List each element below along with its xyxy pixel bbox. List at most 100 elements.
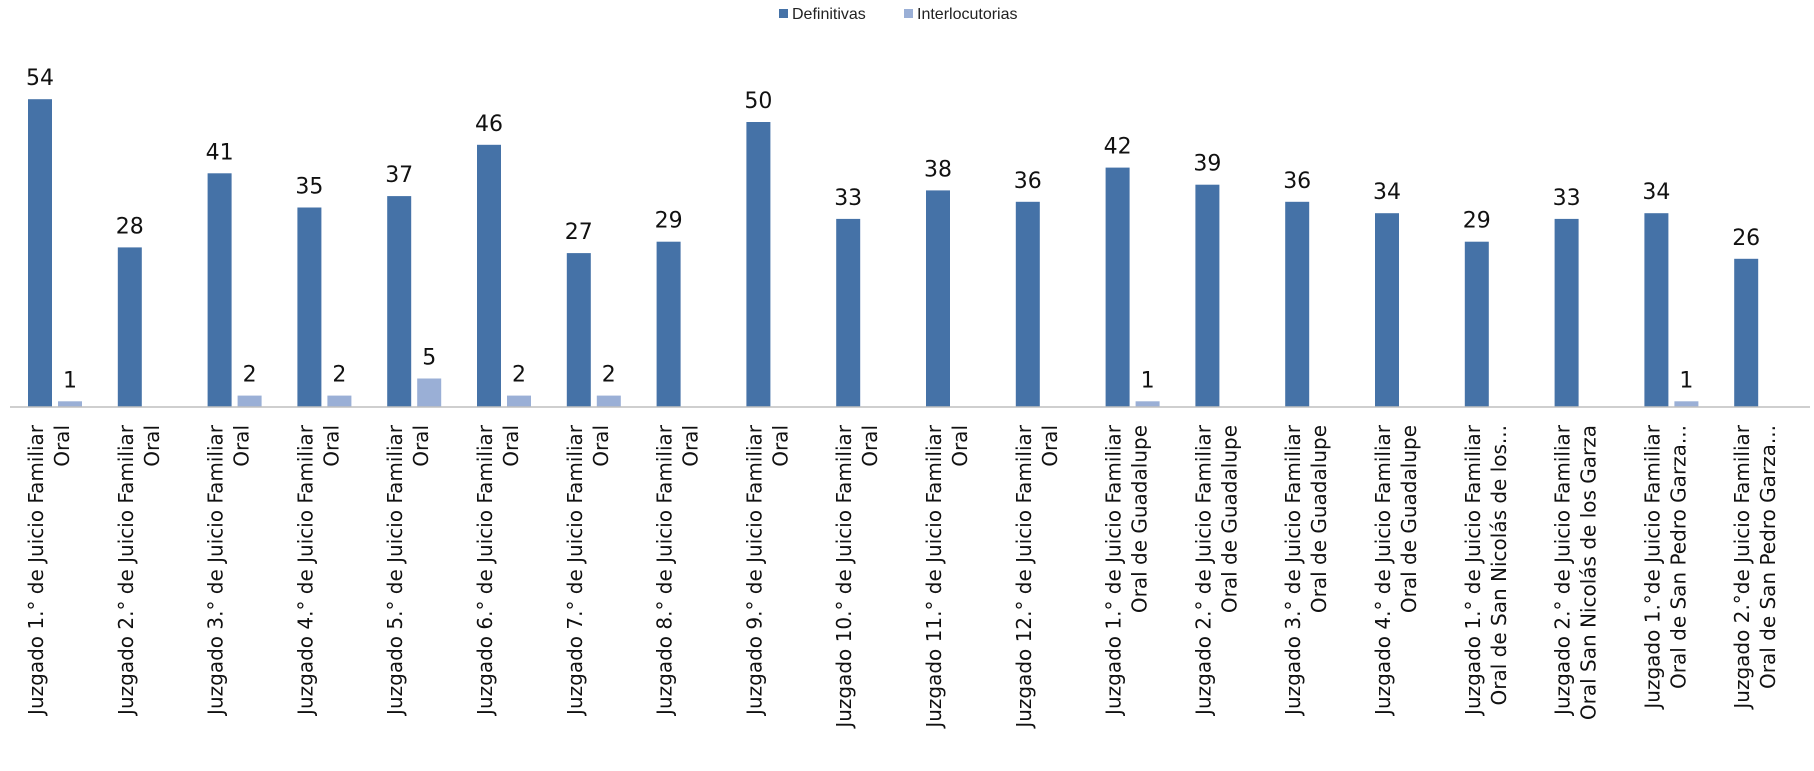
category-label-18-line-1: Juzgado 2.° de Juicio Familiar bbox=[1551, 424, 1575, 717]
bar-definitivas-11-label: 38 bbox=[924, 157, 952, 182]
category-label-6-line-1: Juzgado 6.° de Juicio Familiar bbox=[473, 424, 497, 717]
bar-definitivas-18-label: 33 bbox=[1553, 186, 1581, 211]
category-label-7-line-1: Juzgado 7.° de Juicio Familiar bbox=[563, 424, 587, 717]
legend-label-interlocutorias: Interlocutorias bbox=[917, 6, 1018, 23]
category-label-14-line-1: Juzgado 2.° de Juicio Familiar bbox=[1191, 424, 1215, 717]
category-label-14: Juzgado 2.° de Juicio Familiar Oral de Gu… bbox=[1191, 424, 1241, 717]
category-label-12-line-1: Juzgado 12.° de Juicio Familiar bbox=[1012, 424, 1036, 729]
bar-definitivas-18 bbox=[1554, 218, 1579, 407]
bar-definitivas-19 bbox=[1644, 213, 1669, 407]
bar-definitivas-1 bbox=[28, 99, 52, 407]
bar-definitivas-6-label: 46 bbox=[475, 112, 503, 137]
category-label-2-line-1: Juzgado 2.° de Juicio Familiar bbox=[114, 424, 138, 717]
category-label-18-line-2: Oral San Nicolás de los Garza bbox=[1577, 425, 1601, 720]
bar-interlocutorias-1-label: 1 bbox=[63, 368, 77, 393]
category-label-19-line-1: Juzgado 1.°de Juicio Familiar bbox=[1640, 424, 1664, 710]
category-label-5: Juzgado 5.° de Juicio Familiar Oral bbox=[383, 424, 433, 717]
bar-definitivas-4-label: 35 bbox=[295, 175, 323, 200]
bar-definitivas-20-label: 26 bbox=[1732, 226, 1760, 251]
legend-swatch-interlocutorias bbox=[904, 9, 913, 18]
category-label-8-line-1: Juzgado 8.° de Juicio Familiar bbox=[653, 424, 677, 717]
bar-definitivas-9-label: 50 bbox=[744, 89, 772, 114]
bar-interlocutorias-19-label: 1 bbox=[1679, 368, 1693, 393]
bar-interlocutorias-5 bbox=[417, 378, 442, 407]
category-label-2-line-2: Oral bbox=[140, 425, 164, 467]
bar-definitivas-20 bbox=[1734, 258, 1759, 407]
legend: Definitivas Interlocutorias bbox=[779, 6, 1018, 23]
category-label-3-line-2: Oral bbox=[230, 425, 254, 467]
bar-interlocutorias-4 bbox=[327, 395, 352, 407]
category-label-11-line-1: Juzgado 11.° de Juicio Familiar bbox=[922, 424, 946, 729]
bar-definitivas-10 bbox=[836, 218, 861, 407]
bar-definitivas-8-label: 29 bbox=[655, 209, 683, 234]
bar-definitivas-8 bbox=[656, 241, 681, 407]
category-label-7-line-2: Oral bbox=[589, 425, 613, 467]
category-label-12: Juzgado 12.° de Juicio Familiar Oral bbox=[1012, 424, 1062, 729]
legend-label-definitivas: Definitivas bbox=[792, 6, 866, 23]
category-label-1-line-1: Juzgado 1.° de Juicio Familiar bbox=[24, 424, 48, 717]
bar-definitivas-2 bbox=[117, 247, 142, 407]
bar-definitivas-9 bbox=[746, 122, 771, 407]
category-label-8-line-2: Oral bbox=[679, 425, 703, 467]
bar-definitivas-16-label: 34 bbox=[1373, 180, 1401, 205]
category-label-19: Juzgado 1.°de Juicio Familiar Oral de San… bbox=[1640, 424, 1690, 710]
category-label-3-line-1: Juzgado 3.° de Juicio Familiar bbox=[204, 424, 228, 717]
bar-definitivas-5 bbox=[387, 196, 412, 407]
category-label-13: Juzgado 1.° de Juicio Familiar Oral de Gu… bbox=[1102, 424, 1152, 717]
bar-definitivas-12 bbox=[1015, 201, 1040, 407]
bar-interlocutorias-5-label: 5 bbox=[422, 346, 436, 371]
bar-definitivas-16 bbox=[1375, 213, 1399, 407]
bar-definitivas-10-label: 33 bbox=[834, 186, 862, 211]
category-label-6: Juzgado 6.° de Juicio Familiar Oral bbox=[473, 424, 523, 717]
category-label-11-line-2: Oral bbox=[948, 425, 972, 467]
category-label-10-line-1: Juzgado 10.° de Juicio Familiar bbox=[832, 424, 856, 729]
category-label-9-line-2: Oral bbox=[768, 425, 792, 467]
category-label-16-line-2: Oral de Guadalupe bbox=[1397, 425, 1421, 613]
bar-definitivas-3-label: 41 bbox=[206, 140, 234, 165]
bar-definitivas-13 bbox=[1105, 167, 1130, 407]
bars-group bbox=[28, 99, 1759, 408]
bar-definitivas-15-label: 36 bbox=[1283, 169, 1311, 194]
category-label-15-line-2: Oral de Guadalupe bbox=[1307, 425, 1331, 613]
bar-definitivas-17 bbox=[1464, 241, 1489, 407]
category-label-3: Juzgado 3.° de Juicio Familiar Oral bbox=[204, 424, 254, 717]
category-label-10-line-2: Oral bbox=[858, 425, 882, 467]
category-label-1: Juzgado 1.° de Juicio Familiar Oral bbox=[24, 424, 74, 717]
bar-definitivas-19-label: 34 bbox=[1642, 180, 1670, 205]
legend-swatch-definitivas bbox=[779, 9, 788, 18]
category-label-17-line-2: Oral de San Nicolás de los... bbox=[1487, 425, 1511, 705]
bar-interlocutorias-6-label: 2 bbox=[512, 363, 526, 388]
category-label-10: Juzgado 10.° de Juicio Familiar Oral bbox=[832, 424, 882, 729]
bar-definitivas-3 bbox=[207, 173, 232, 407]
bar-definitivas-11 bbox=[926, 190, 950, 407]
bar-interlocutorias-6 bbox=[507, 395, 531, 407]
category-label-17: Juzgado 1.° de Juicio Familiar Oral de Sa… bbox=[1461, 424, 1511, 717]
category-label-20-line-2: Oral de San Pedro Garza... bbox=[1756, 425, 1780, 689]
category-label-13-line-2: Oral de Guadalupe bbox=[1128, 425, 1152, 613]
bar-definitivas-7 bbox=[566, 253, 591, 407]
bar-definitivas-2-label: 28 bbox=[116, 214, 144, 239]
bar-definitivas-4 bbox=[297, 207, 322, 407]
category-label-5-line-1: Juzgado 5.° de Juicio Familiar bbox=[383, 424, 407, 717]
category-label-20: Juzgado 2.°de Juicio Familiar Oral de San… bbox=[1730, 424, 1780, 710]
bar-definitivas-7-label: 27 bbox=[565, 220, 593, 245]
category-label-9: Juzgado 9.° de Juicio Familiar Oral bbox=[742, 424, 792, 717]
category-label-20-line-1: Juzgado 2.°de Juicio Familiar bbox=[1730, 424, 1754, 710]
category-label-5-line-2: Oral bbox=[409, 425, 433, 467]
category-label-4: Juzgado 4.° de Juicio Familiar Oral bbox=[293, 424, 343, 717]
bar-definitivas-13-label: 42 bbox=[1104, 135, 1132, 160]
category-label-19-line-2: Oral de San Pedro Garza... bbox=[1666, 425, 1690, 689]
bar-definitivas-14 bbox=[1195, 184, 1220, 407]
category-label-4-line-1: Juzgado 4.° de Juicio Familiar bbox=[293, 424, 317, 717]
category-label-6-line-2: Oral bbox=[499, 425, 523, 467]
bar-definitivas-14-label: 39 bbox=[1193, 152, 1221, 177]
data-labels-group: 54 1 28 41 2 35 2 37 5 46 2 27 2 29 50 33 38 36 42 1 39 36 34 2… bbox=[26, 66, 1760, 393]
category-label-16: Juzgado 4.° de Juicio Familiar Oral de Gu… bbox=[1371, 424, 1421, 717]
bar-interlocutorias-7-label: 2 bbox=[602, 363, 616, 388]
category-label-1-line-2: Oral bbox=[50, 425, 74, 467]
category-label-2: Juzgado 2.° de Juicio Familiar Oral bbox=[114, 424, 164, 717]
category-label-14-line-2: Oral de Guadalupe bbox=[1217, 425, 1241, 613]
category-label-17-line-1: Juzgado 1.° de Juicio Familiar bbox=[1461, 424, 1485, 717]
category-label-11: Juzgado 11.° de Juicio Familiar Oral bbox=[922, 424, 972, 729]
